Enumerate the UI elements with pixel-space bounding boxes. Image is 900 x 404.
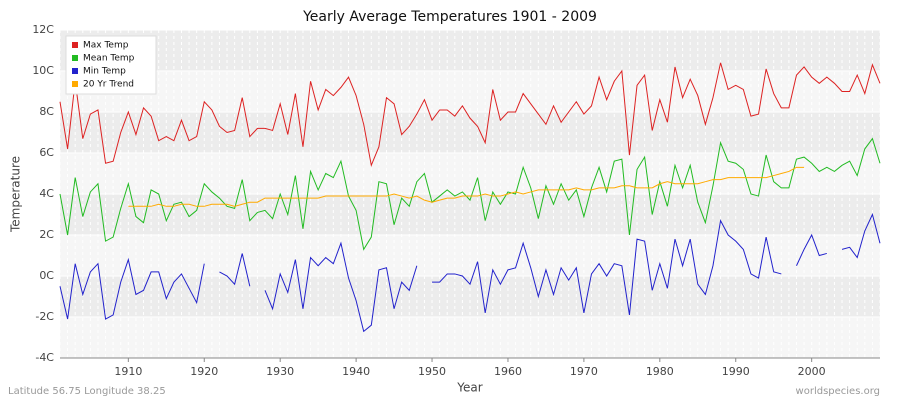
series-line: [59, 213, 881, 333]
y-tick-label: 10C: [32, 64, 54, 77]
legend-swatch: [72, 81, 78, 87]
x-tick-label: 2000: [798, 365, 826, 378]
legend-label: Min Temp: [83, 67, 126, 77]
x-tick-label: 1930: [266, 365, 294, 378]
x-tick-label: 1910: [114, 365, 142, 378]
footer-left: Latitude 56.75 Longitude 38.25: [8, 386, 166, 397]
y-tick-label: 2C: [39, 228, 54, 241]
series-line: [59, 62, 881, 168]
y-tick-label: 4C: [39, 187, 54, 200]
y-tick-label: 8C: [39, 105, 54, 118]
y-tick-label: -4C: [35, 351, 54, 364]
x-tick-label: 1920: [190, 365, 218, 378]
x-tick-label: 1990: [722, 365, 750, 378]
chart-title: Yearly Average Temperatures 1901 - 2009: [302, 9, 597, 25]
x-tick-label: 1940: [342, 365, 370, 378]
legend-label: Max Temp: [83, 41, 129, 51]
x-tick-label: 1980: [646, 365, 674, 378]
y-tick-label: -2C: [35, 310, 54, 323]
series-line: [59, 137, 881, 251]
x-axis-label: Year: [456, 381, 482, 395]
x-tick-label: 1950: [418, 365, 446, 378]
x-tick-label: 1970: [570, 365, 598, 378]
legend-box: [65, 35, 157, 95]
legend-swatch: [72, 68, 78, 74]
x-tick-label: 1960: [494, 365, 522, 378]
series-line: [128, 166, 805, 207]
legend-swatch: [72, 42, 78, 48]
footer-right: worldspecies.org: [796, 386, 880, 397]
y-tick-label: 6C: [39, 146, 54, 159]
y-axis-label: Temperature: [9, 156, 23, 233]
y-tick-label: 12C: [32, 23, 54, 36]
y-tick-label: 0C: [39, 269, 54, 282]
legend-swatch: [72, 55, 78, 61]
legend-label: 20 Yr Trend: [83, 80, 134, 90]
legend-label: Mean Temp: [83, 54, 135, 64]
